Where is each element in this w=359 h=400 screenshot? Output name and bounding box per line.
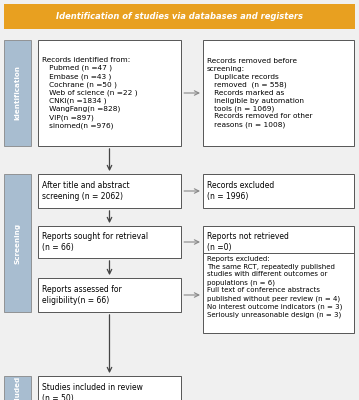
Text: Included: Included	[14, 375, 20, 400]
FancyBboxPatch shape	[4, 174, 31, 312]
FancyBboxPatch shape	[203, 253, 354, 333]
FancyBboxPatch shape	[38, 40, 181, 146]
FancyBboxPatch shape	[203, 174, 354, 208]
Text: Records removed before
screening:
   Duplicate records
   removed  (n = 558)
   : Records removed before screening: Duplic…	[207, 58, 313, 128]
FancyBboxPatch shape	[38, 174, 181, 208]
FancyBboxPatch shape	[4, 40, 31, 146]
FancyBboxPatch shape	[38, 278, 181, 312]
Text: Identification of studies via databases and registers: Identification of studies via databases …	[56, 12, 303, 21]
Text: Reports sought for retrieval
(n = 66): Reports sought for retrieval (n = 66)	[42, 232, 148, 252]
Text: Reports excluded:
The same RCT, repeatedly published
studies with different outc: Reports excluded: The same RCT, repeated…	[207, 256, 342, 318]
Text: After title and abstract
screening (n = 2062): After title and abstract screening (n = …	[42, 181, 130, 201]
Text: Reports assessed for
eligibility(n = 66): Reports assessed for eligibility(n = 66)	[42, 285, 122, 305]
FancyBboxPatch shape	[38, 226, 181, 258]
FancyBboxPatch shape	[203, 226, 354, 258]
FancyBboxPatch shape	[4, 4, 355, 29]
FancyBboxPatch shape	[203, 40, 354, 146]
Text: Records identified from:
   Pubmed (n =47 )
   Embase (n =43 )
   Cochrane (n =5: Records identified from: Pubmed (n =47 )…	[42, 57, 137, 129]
Text: Identification: Identification	[14, 66, 20, 120]
Text: Reports not retrieved
(n =0): Reports not retrieved (n =0)	[207, 232, 289, 252]
Text: Screening: Screening	[14, 222, 20, 264]
FancyBboxPatch shape	[38, 376, 181, 400]
Text: Studies included in review
(n = 50): Studies included in review (n = 50)	[42, 383, 143, 400]
Text: Records excluded
(n = 1996): Records excluded (n = 1996)	[207, 181, 274, 201]
FancyBboxPatch shape	[4, 376, 31, 400]
